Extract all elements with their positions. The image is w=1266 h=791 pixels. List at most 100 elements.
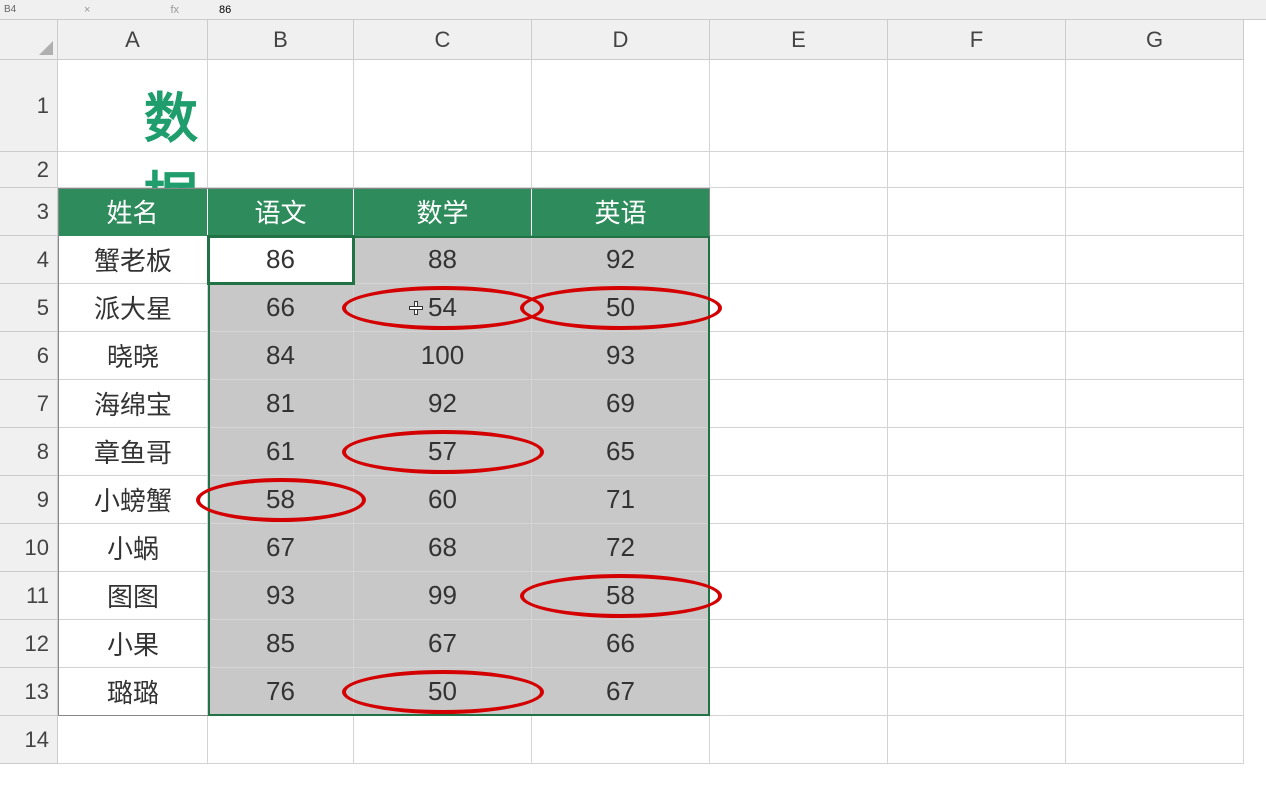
cell[interactable] [710, 60, 888, 152]
data-value-cell[interactable]: 50 [532, 284, 710, 332]
data-name-cell[interactable]: 小果 [58, 620, 208, 668]
row-header[interactable]: 8 [0, 428, 58, 476]
column-header[interactable]: E [710, 20, 888, 60]
data-header[interactable]: 姓名 [58, 188, 208, 236]
cell[interactable] [1066, 152, 1244, 188]
formula-value[interactable]: 86 [219, 4, 231, 16]
data-value-cell[interactable]: 50 [354, 668, 532, 716]
data-value-cell[interactable]: 85 [208, 620, 354, 668]
cell[interactable] [710, 716, 888, 764]
cell[interactable] [888, 188, 1066, 236]
cell[interactable] [710, 284, 888, 332]
cell[interactable] [710, 152, 888, 188]
cell[interactable] [1066, 380, 1244, 428]
data-name-cell[interactable]: 小螃蟹 [58, 476, 208, 524]
data-value-cell[interactable]: 61 [208, 428, 354, 476]
cell[interactable] [888, 524, 1066, 572]
data-name-cell[interactable]: 图图 [58, 572, 208, 620]
cell[interactable] [1066, 284, 1244, 332]
data-value-cell[interactable]: 68 [354, 524, 532, 572]
row-header[interactable]: 2 [0, 152, 58, 188]
cell[interactable] [354, 716, 532, 764]
cell[interactable] [1066, 428, 1244, 476]
row-header[interactable]: 7 [0, 380, 58, 428]
data-value-cell[interactable]: 60 [354, 476, 532, 524]
data-value-cell[interactable]: 57 [354, 428, 532, 476]
cell[interactable] [354, 60, 532, 152]
data-value-cell[interactable]: 58 [532, 572, 710, 620]
cell[interactable] [710, 236, 888, 284]
active-cell[interactable]: 86 [208, 236, 354, 284]
data-header[interactable]: 语文 [208, 188, 354, 236]
data-value-cell[interactable]: 67 [354, 620, 532, 668]
data-name-cell[interactable]: 蟹老板 [58, 236, 208, 284]
name-box[interactable]: B4 [4, 4, 44, 15]
row-header[interactable]: 4 [0, 236, 58, 284]
row-header[interactable]: 14 [0, 716, 58, 764]
row-header[interactable]: 9 [0, 476, 58, 524]
cell[interactable] [208, 152, 354, 188]
row-header[interactable]: 1 [0, 60, 58, 152]
data-value-cell[interactable]: 93 [208, 572, 354, 620]
cell[interactable] [1066, 476, 1244, 524]
cell[interactable] [888, 152, 1066, 188]
data-value-cell[interactable]: 69 [532, 380, 710, 428]
column-header[interactable]: D [532, 20, 710, 60]
cell[interactable] [888, 428, 1066, 476]
data-value-cell[interactable]: 92 [354, 380, 532, 428]
cell[interactable] [888, 284, 1066, 332]
cell[interactable] [710, 620, 888, 668]
cell[interactable] [710, 572, 888, 620]
column-header[interactable]: B [208, 20, 354, 60]
data-header[interactable]: 英语 [532, 188, 710, 236]
cell[interactable] [1066, 236, 1244, 284]
cell[interactable] [1066, 524, 1244, 572]
data-value-cell[interactable]: 58 [208, 476, 354, 524]
cell[interactable] [1066, 716, 1244, 764]
cell[interactable] [532, 60, 710, 152]
data-value-cell[interactable]: 65 [532, 428, 710, 476]
row-header[interactable]: 11 [0, 572, 58, 620]
cell[interactable] [888, 620, 1066, 668]
cell[interactable] [1066, 572, 1244, 620]
cell[interactable] [888, 332, 1066, 380]
data-name-cell[interactable]: 派大星 [58, 284, 208, 332]
data-value-cell[interactable]: 99 [354, 572, 532, 620]
cell[interactable] [888, 236, 1066, 284]
cell[interactable] [710, 188, 888, 236]
cell[interactable] [710, 428, 888, 476]
row-header[interactable]: 13 [0, 668, 58, 716]
cell[interactable] [58, 716, 208, 764]
data-name-cell[interactable]: 璐璐 [58, 668, 208, 716]
data-name-cell[interactable]: 海绵宝 [58, 380, 208, 428]
data-value-cell[interactable]: 67 [532, 668, 710, 716]
cell[interactable] [1066, 188, 1244, 236]
data-value-cell[interactable]: 67 [208, 524, 354, 572]
row-header[interactable]: 10 [0, 524, 58, 572]
data-header[interactable]: 数学 [354, 188, 532, 236]
data-value-cell[interactable]: 54 [354, 284, 532, 332]
row-header[interactable]: 6 [0, 332, 58, 380]
cell[interactable] [532, 716, 710, 764]
cell[interactable] [888, 476, 1066, 524]
cell[interactable] [710, 380, 888, 428]
row-header[interactable]: 12 [0, 620, 58, 668]
column-header[interactable]: F [888, 20, 1066, 60]
data-value-cell[interactable]: 66 [208, 284, 354, 332]
data-name-cell[interactable]: 章鱼哥 [58, 428, 208, 476]
data-value-cell[interactable]: 72 [532, 524, 710, 572]
cell[interactable] [888, 668, 1066, 716]
cell[interactable] [1066, 60, 1244, 152]
row-header[interactable]: 3 [0, 188, 58, 236]
data-value-cell[interactable]: 81 [208, 380, 354, 428]
cell[interactable] [1066, 620, 1244, 668]
cell[interactable] [532, 152, 710, 188]
data-value-cell[interactable]: 76 [208, 668, 354, 716]
data-value-cell[interactable]: 93 [532, 332, 710, 380]
cell[interactable] [710, 476, 888, 524]
cell[interactable] [1066, 668, 1244, 716]
data-value-cell[interactable]: 71 [532, 476, 710, 524]
column-header[interactable]: C [354, 20, 532, 60]
cell[interactable] [208, 716, 354, 764]
cell[interactable] [710, 524, 888, 572]
